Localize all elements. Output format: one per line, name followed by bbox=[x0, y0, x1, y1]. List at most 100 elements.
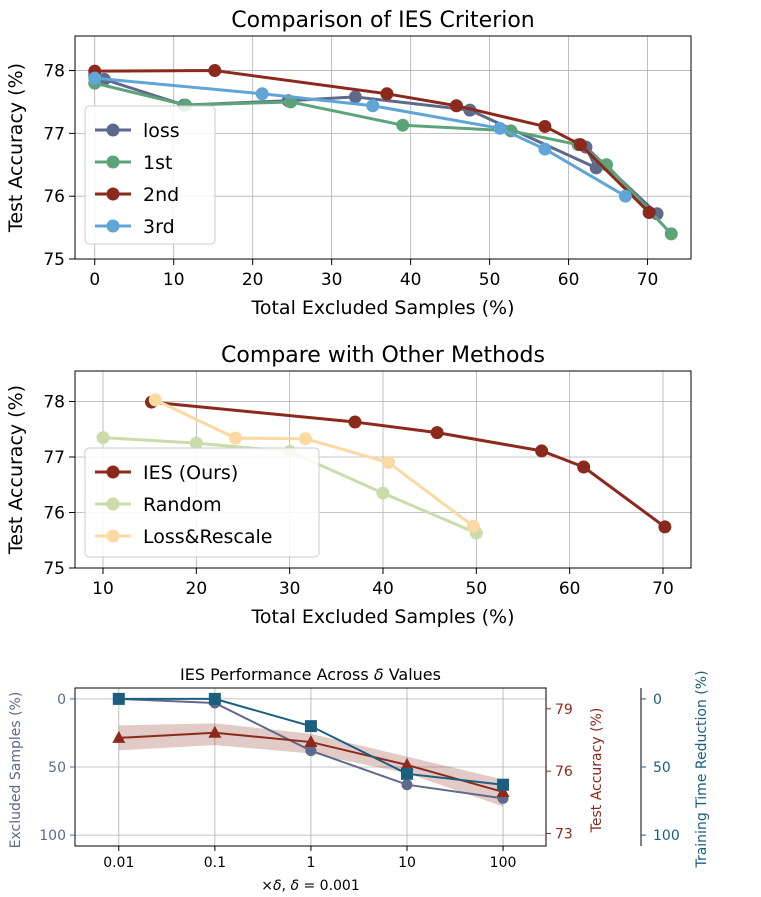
data-point-1st bbox=[396, 118, 410, 132]
y-tick-label: 76 bbox=[43, 504, 65, 524]
data-point-3rd bbox=[538, 142, 552, 156]
excluded-samples-point bbox=[401, 779, 413, 791]
chart-title: IES Performance Across δ Values bbox=[180, 665, 441, 684]
y-axis-label: Test Accuracy (%) bbox=[5, 63, 27, 233]
x-label-part: = 0.001 bbox=[299, 878, 360, 894]
data-point-Loss&Rescale bbox=[299, 432, 313, 446]
x-tick-label: 0 bbox=[89, 270, 100, 290]
legend-label: loss bbox=[143, 120, 180, 142]
data-point-Loss&Rescale bbox=[229, 431, 243, 445]
legend-box bbox=[84, 447, 320, 558]
training-time-point bbox=[497, 778, 510, 791]
data-point-loss bbox=[348, 90, 362, 104]
data-point-1st bbox=[664, 227, 678, 241]
training-time-point bbox=[208, 692, 221, 705]
data-point-2nd bbox=[573, 138, 587, 152]
y-tick-label: 78 bbox=[43, 393, 65, 413]
training-time-point bbox=[304, 720, 317, 733]
legend-marker bbox=[106, 123, 120, 137]
y-tick-label: 77 bbox=[43, 448, 65, 468]
x-tick-label: 20 bbox=[242, 270, 264, 290]
data-point-3rd bbox=[366, 99, 380, 113]
data-point-Random bbox=[96, 431, 110, 445]
plot-frame bbox=[74, 35, 692, 260]
data-point-2nd bbox=[449, 99, 463, 113]
series-line-IES (Ours) bbox=[151, 400, 666, 529]
y-tick-label: 77 bbox=[43, 124, 65, 144]
x-tick-label: 100 bbox=[490, 855, 517, 871]
right-y-tick-label: 79 bbox=[555, 702, 573, 718]
test-accuracy-point bbox=[496, 784, 510, 797]
data-point-IES (Ours) bbox=[430, 426, 444, 440]
y-tick-label: 78 bbox=[43, 62, 65, 82]
left-y-tick-label: 50 bbox=[48, 760, 66, 776]
x-tick-label: 0.01 bbox=[103, 855, 134, 871]
x-tick-label: 50 bbox=[466, 579, 488, 599]
legend-label: Random bbox=[143, 494, 222, 516]
x-tick-label: 1 bbox=[306, 855, 315, 871]
x-tick-label: 10 bbox=[92, 579, 114, 599]
x-label-part: × bbox=[261, 878, 273, 894]
y-tick-label: 75 bbox=[43, 559, 65, 579]
training-time-point bbox=[112, 692, 125, 705]
data-point-3rd bbox=[618, 189, 632, 203]
accuracy-confidence-band bbox=[118, 723, 504, 807]
legend-box bbox=[84, 105, 216, 245]
x-tick-label: 10 bbox=[398, 855, 416, 871]
legend-marker bbox=[106, 219, 120, 233]
y-tick-label: 76 bbox=[43, 187, 65, 207]
left-y-axis-label: Excluded Samples (%) bbox=[8, 692, 24, 849]
y-tick-label: 75 bbox=[43, 250, 65, 270]
right-y-tick-label: 76 bbox=[555, 764, 573, 780]
series-line-3rd bbox=[94, 76, 627, 198]
x-label-part: δ bbox=[273, 878, 282, 894]
test-accuracy-point bbox=[208, 725, 222, 738]
data-point-Random bbox=[189, 436, 203, 450]
excluded-samples-point bbox=[305, 745, 317, 757]
x-tick-label: 60 bbox=[558, 270, 580, 290]
chart-title-part: Values bbox=[384, 665, 441, 684]
x-tick-label: 20 bbox=[186, 579, 208, 599]
right-y-axis-label: Test Accuracy (%) bbox=[589, 708, 605, 834]
legend-label: Loss&Rescale bbox=[143, 526, 272, 548]
test-accuracy-point bbox=[304, 735, 318, 748]
legend-marker bbox=[106, 465, 120, 479]
training-time-point bbox=[400, 767, 413, 780]
data-point-Loss&Rescale bbox=[382, 456, 396, 470]
x-axis-label: ×δ, δ = 0.001 bbox=[261, 878, 360, 894]
data-point-Loss&Rescale bbox=[467, 519, 481, 533]
x-tick-label: 10 bbox=[163, 270, 185, 290]
far-right-y-tick-label: 100 bbox=[653, 828, 680, 844]
x-label-part: δ bbox=[290, 878, 299, 894]
test-accuracy-point bbox=[112, 730, 126, 743]
chart-title: Compare with Other Methods bbox=[221, 343, 545, 368]
legend-marker bbox=[106, 155, 120, 169]
data-point-3rd bbox=[255, 87, 269, 101]
x-axis-label: Total Excluded Samples (%) bbox=[250, 297, 514, 319]
x-axis-label: Total Excluded Samples (%) bbox=[250, 606, 514, 628]
data-point-2nd bbox=[380, 87, 394, 101]
right-y-tick-label: 73 bbox=[555, 827, 573, 843]
x-tick-label: 0.1 bbox=[204, 855, 226, 871]
x-tick-label: 30 bbox=[321, 270, 343, 290]
far-right-y-tick-label: 0 bbox=[653, 692, 662, 708]
legend-label: IES (Ours) bbox=[143, 462, 238, 484]
legend-label: 3rd bbox=[143, 216, 175, 238]
legend-marker bbox=[106, 529, 120, 543]
chart-title-part: IES Performance Across bbox=[180, 665, 374, 684]
x-tick-label: 50 bbox=[479, 270, 501, 290]
far-right-y-tick-label: 50 bbox=[653, 760, 671, 776]
x-tick-label: 40 bbox=[400, 270, 422, 290]
data-point-IES (Ours) bbox=[535, 444, 549, 458]
legend-marker bbox=[106, 187, 120, 201]
chart-title: Comparison of IES Criterion bbox=[231, 8, 535, 33]
x-tick-label: 30 bbox=[279, 579, 301, 599]
data-point-Random bbox=[376, 486, 390, 500]
legend-label: 2nd bbox=[143, 184, 179, 206]
data-point-2nd bbox=[642, 206, 656, 220]
legend-label: 1st bbox=[143, 152, 172, 174]
chart-title-part: δ bbox=[374, 665, 384, 684]
test-accuracy-point bbox=[400, 757, 414, 770]
legend-marker bbox=[106, 497, 120, 511]
